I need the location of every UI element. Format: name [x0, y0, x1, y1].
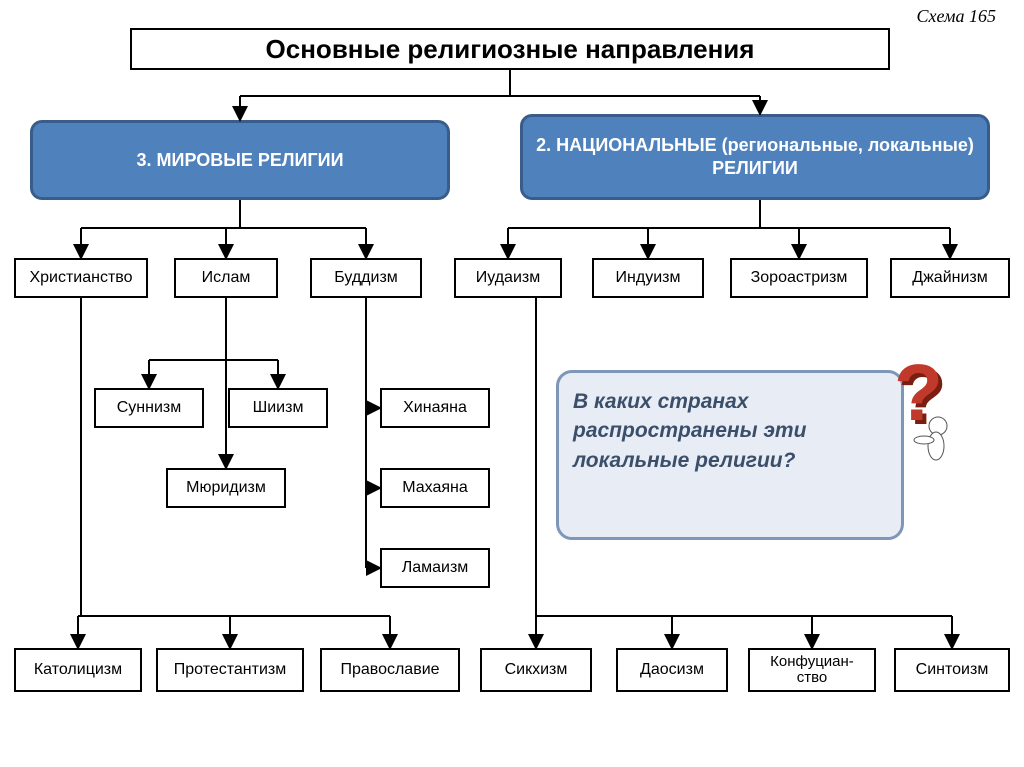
node-hinduism: Индуизм [592, 258, 704, 298]
node-catholicism-label: Католицизм [34, 661, 122, 679]
node-confucianism-label: Конфуциан-ство [758, 654, 866, 687]
node-buddhism: Буддизм [310, 258, 422, 298]
scheme-label: Схема 165 [916, 6, 996, 27]
category-national: 2. НАЦИОНАЛЬНЫЕ (региональные, локальные… [520, 114, 990, 200]
node-protestantism-label: Протестантизм [174, 661, 286, 679]
callout-question: В каких странах распространены эти локал… [556, 370, 904, 540]
callout-text: В каких странах распространены эти локал… [573, 390, 806, 472]
node-hinayana-label: Хинаяна [403, 399, 467, 417]
node-judaism-label: Иудаизм [476, 269, 540, 287]
node-muridism: Мюридизм [166, 468, 286, 508]
node-shiism: Шиизм [228, 388, 328, 428]
node-islam: Ислам [174, 258, 278, 298]
node-confucianism: Конфуциан-ство [748, 648, 876, 692]
node-catholicism: Католицизм [14, 648, 142, 692]
node-hinayana: Хинаяна [380, 388, 490, 428]
title-box: Основные религиозные направления [130, 28, 890, 70]
node-mahayana-label: Махаяна [402, 479, 468, 497]
title-text: Основные религиозные направления [266, 34, 755, 65]
category-national-label: 2. НАЦИОНАЛЬНЫЕ (региональные, локальные… [531, 134, 979, 181]
node-mahayana: Махаяна [380, 468, 490, 508]
node-sunnism: Суннизм [94, 388, 204, 428]
node-lamaism-label: Ламаизм [402, 559, 469, 577]
node-orthodoxy: Православие [320, 648, 460, 692]
node-islam-label: Ислам [202, 269, 251, 287]
node-lamaism: Ламаизм [380, 548, 490, 588]
node-sunnism-label: Суннизм [117, 399, 182, 417]
node-zoroastrianism-label: Зороастризм [751, 269, 848, 287]
node-zoroastrianism: Зороастризм [730, 258, 868, 298]
node-jainism-label: Джайнизм [912, 269, 987, 287]
node-christianity: Христианство [14, 258, 148, 298]
node-christianity-label: Христианство [29, 269, 132, 287]
node-jainism: Джайнизм [890, 258, 1010, 298]
node-hinduism-label: Индуизм [616, 269, 681, 287]
node-shintoism: Синтоизм [894, 648, 1010, 692]
node-taoism: Даосизм [616, 648, 728, 692]
node-judaism: Иудаизм [454, 258, 562, 298]
node-orthodoxy-label: Православие [340, 661, 439, 679]
category-world-label: 3. МИРОВЫЕ РЕЛИГИИ [137, 150, 344, 171]
category-world: 3. МИРОВЫЕ РЕЛИГИИ [30, 120, 450, 200]
node-muridism-label: Мюридизм [186, 479, 266, 497]
svg-text:?: ? [894, 348, 943, 437]
question-mark-icon: ? ? [870, 348, 960, 468]
node-buddhism-label: Буддизм [334, 269, 398, 287]
node-sikhism: Сикхизм [480, 648, 592, 692]
node-shintoism-label: Синтоизм [916, 661, 989, 679]
node-sikhism-label: Сикхизм [505, 661, 568, 679]
node-shiism-label: Шиизм [253, 399, 304, 417]
node-protestantism: Протестантизм [156, 648, 304, 692]
node-taoism-label: Даосизм [640, 661, 704, 679]
